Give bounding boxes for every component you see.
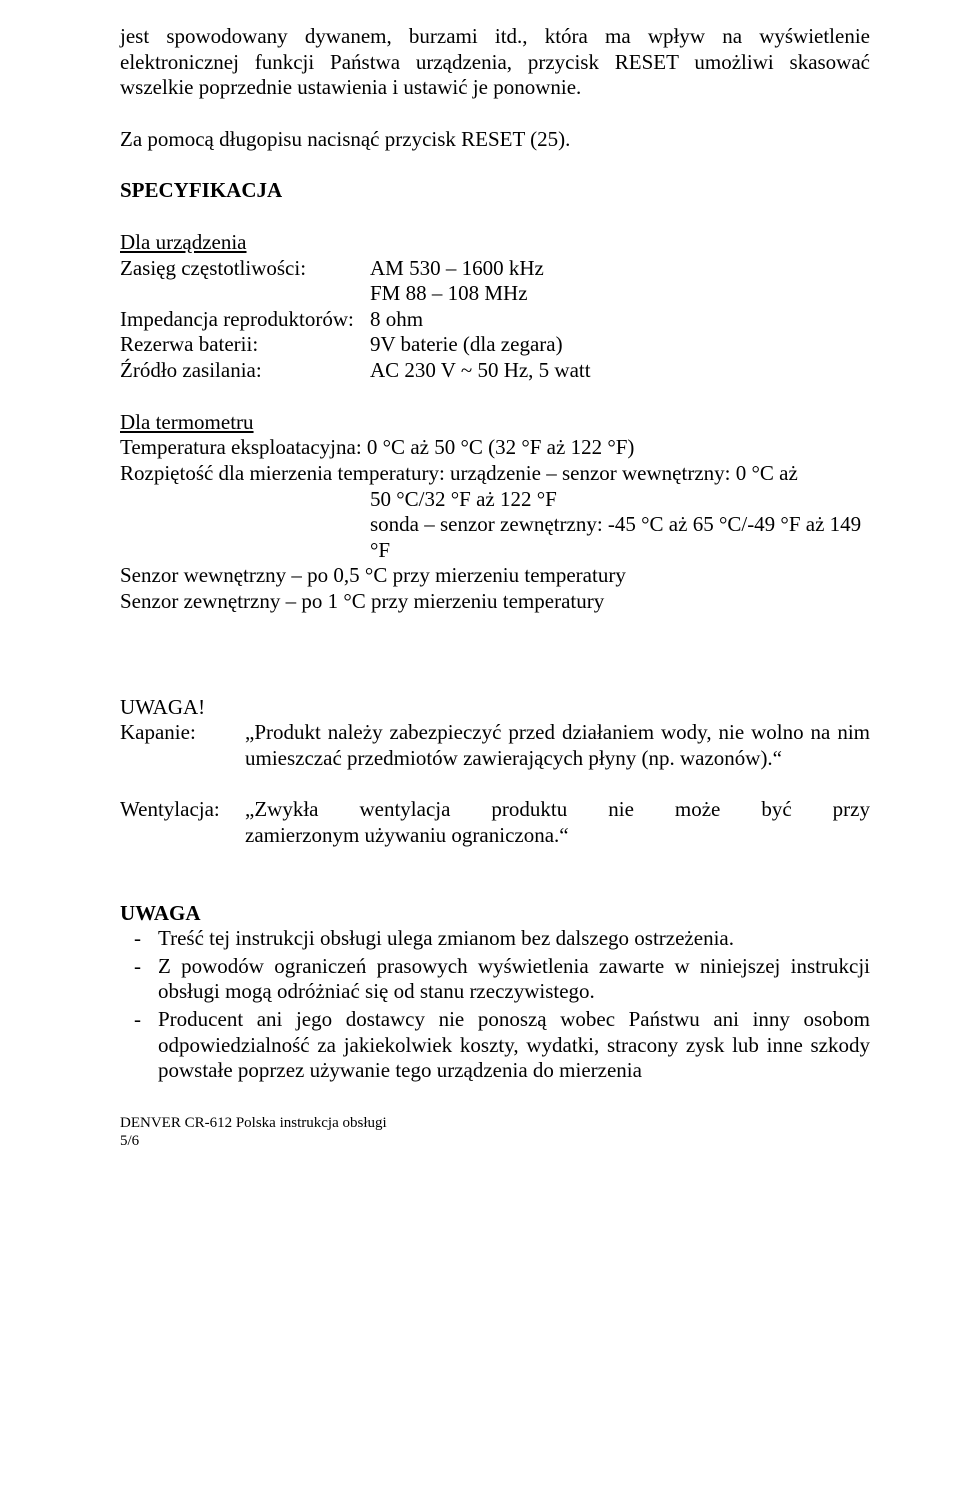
spec-value: 8 ohm: [370, 307, 870, 333]
page-number: 5/6: [120, 1133, 139, 1149]
thermo-line: Senzor wewnętrzny – po 0,5 °C przy mierz…: [120, 563, 870, 589]
list-item: Treść tej instrukcji obsługi ulega zmian…: [158, 926, 870, 952]
uwaga2-heading: UWAGA: [120, 901, 870, 927]
list-item: Producent ani jego dostawcy nie ponoszą …: [158, 1007, 870, 1084]
warn-line: zamierzonym używaniu ograniczona.“: [245, 823, 870, 849]
thermo-line: 50 °C/32 °F aż 122 °F: [370, 487, 870, 513]
list-item: Z powodów ograniczeń prasowych wyświetle…: [158, 954, 870, 1005]
spec-row: FM 88 – 108 MHz: [120, 281, 870, 307]
spec-row: Źródło zasilania: AC 230 V ~ 50 Hz, 5 wa…: [120, 358, 870, 384]
warn-line: „Zwykła wentylacja produktu nie może być…: [245, 797, 870, 823]
warn-row: Wentylacja: „Zwykła wentylacja produktu …: [120, 797, 870, 848]
uwaga2-list: Treść tej instrukcji obsługi ulega zmian…: [120, 926, 870, 1084]
spec-row: Rezerwa baterii: 9V baterie (dla zegara): [120, 332, 870, 358]
intro-paragraph-2: Za pomocą długopisu nacisnąć przycisk RE…: [120, 127, 870, 153]
uwaga-heading: UWAGA!: [120, 695, 870, 721]
intro-paragraph-1: jest spowodowany dywanem, burzami itd., …: [120, 24, 870, 101]
spec-value: 9V baterie (dla zegara): [370, 332, 870, 358]
warn-body: „Produkt należy zabezpieczyć przed dział…: [245, 720, 870, 771]
spec-value: AC 230 V ~ 50 Hz, 5 watt: [370, 358, 870, 384]
thermo-line: Rozpiętość dla mierzenia temperatury: ur…: [120, 461, 870, 487]
spec-label: Zasięg częstotliwości:: [120, 256, 370, 282]
spec-label: Źródło zasilania:: [120, 358, 370, 384]
spec-label: Impedancja reproduktorów:: [120, 307, 370, 333]
spec-heading: SPECYFIKACJA: [120, 178, 870, 204]
warn-label: Wentylacja:: [120, 797, 245, 848]
footer-text: DENVER CR-612 Polska instrukcja obsługi: [120, 1115, 387, 1131]
thermo-line: Temperatura eksploatacyjna: 0 °C aż 50 °…: [120, 435, 870, 461]
spec-value: AM 530 – 1600 kHz: [370, 256, 870, 282]
thermo-line: Senzor zewnętrzny – po 1 °C przy mierzen…: [120, 589, 870, 615]
spec-value: FM 88 – 108 MHz: [370, 281, 870, 307]
spec-row: Zasięg częstotliwości: AM 530 – 1600 kHz: [120, 256, 870, 282]
thermo-line: sonda – senzor zewnętrzny: -45 °C aż 65 …: [370, 512, 870, 563]
footer: DENVER CR-612 Polska instrukcja obsługi …: [120, 1114, 870, 1151]
spec-device-header: Dla urządzenia: [120, 230, 870, 256]
warn-body: „Zwykła wentylacja produktu nie może być…: [245, 797, 870, 848]
spec-label: Rezerwa baterii:: [120, 332, 370, 358]
warn-row: Kapanie: „Produkt należy zabezpieczyć pr…: [120, 720, 870, 771]
spec-label: [120, 281, 370, 307]
spec-row: Impedancja reproduktorów: 8 ohm: [120, 307, 870, 333]
warn-label: Kapanie:: [120, 720, 245, 771]
spec-thermo-header: Dla termometru: [120, 410, 870, 436]
